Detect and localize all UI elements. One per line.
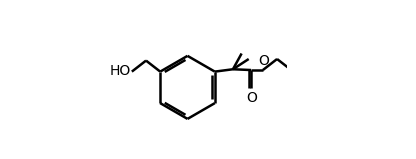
Text: O: O (246, 90, 257, 104)
Text: O: O (258, 54, 269, 68)
Text: HO: HO (109, 64, 131, 78)
